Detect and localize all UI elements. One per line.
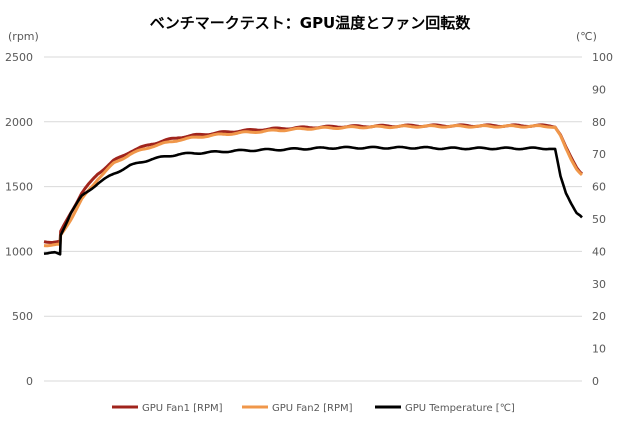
- y2-tick-label: 70: [592, 148, 606, 161]
- y-tick-label: 500: [12, 310, 33, 323]
- legend-label: GPU Fan1 [RPM]: [142, 403, 223, 414]
- y2-tick-label: 40: [592, 245, 606, 258]
- y2-tick-label: 90: [592, 83, 606, 96]
- series-line-2: [43, 124, 583, 248]
- y-tick-label: 0: [26, 375, 33, 388]
- y-tick-label: 1000: [5, 245, 33, 258]
- y2-tick-label: 20: [592, 310, 606, 323]
- series-line-1: [43, 123, 583, 244]
- y2-tick-label: 0: [592, 375, 599, 388]
- y2-tick-label: 30: [592, 278, 606, 291]
- y2-tick-label: 100: [592, 51, 613, 64]
- y-tick-label: 1500: [5, 181, 33, 194]
- y2-tick-label: 50: [592, 213, 606, 226]
- y2-tick-label: 10: [592, 343, 606, 356]
- legend-label: GPU Temperature [℃]: [405, 403, 515, 414]
- y2-tick-label: 80: [592, 116, 606, 129]
- legend-label: GPU Fan2 [RPM]: [272, 403, 353, 414]
- series-line-3: [43, 145, 583, 256]
- y-axis-label: (rpm): [8, 30, 39, 43]
- y-tick-label: 2500: [5, 51, 33, 64]
- chart-title: ベンチマークテスト：GPU温度とファン回転数: [150, 14, 471, 32]
- y-tick-label: 2000: [5, 116, 33, 129]
- y2-axis-label: (℃): [576, 30, 597, 43]
- y2-tick-label: 60: [592, 181, 606, 194]
